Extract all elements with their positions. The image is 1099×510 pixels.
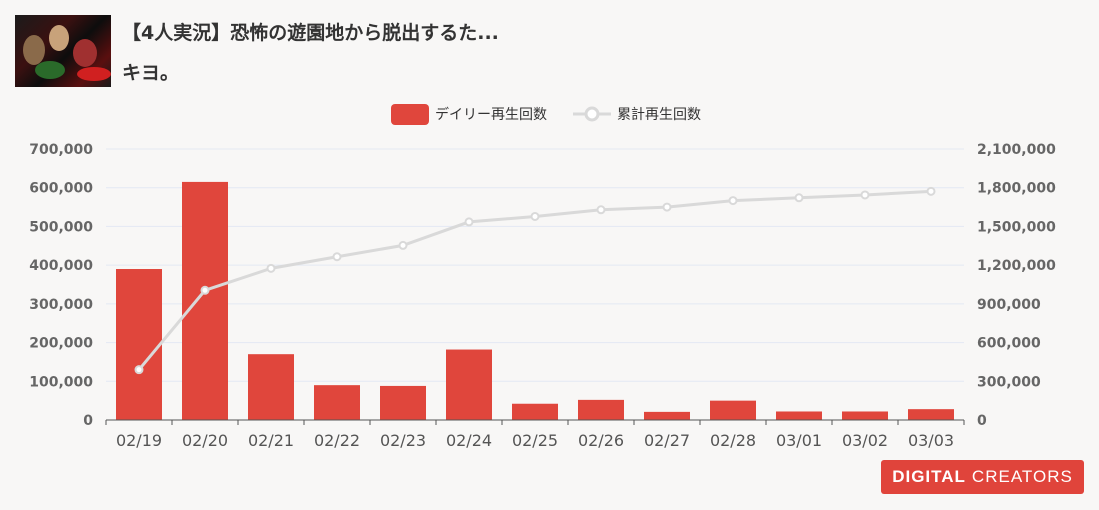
cumulative-point xyxy=(662,202,672,212)
daily-bar xyxy=(842,411,888,420)
y-left-tick-label: 600,000 xyxy=(29,181,93,197)
x-tick-label: 02/25 xyxy=(512,431,558,450)
y-right-tick-label: 1,800,000 xyxy=(977,181,1056,197)
y-right-tick-label: 300,000 xyxy=(977,374,1041,390)
cumulative-point xyxy=(398,240,408,250)
cumulative-point xyxy=(728,196,738,206)
cumulative-point xyxy=(134,365,144,375)
x-tick-label: 02/26 xyxy=(578,431,624,450)
cumulative-point xyxy=(464,217,474,227)
legend-bar-swatch xyxy=(391,104,429,125)
grid-lines xyxy=(106,148,964,382)
views-chart: 02/19 02/20 02/21 02/22 02/23 02/24 02/25 02/26… xyxy=(29,104,1056,450)
y-axis-left: 0 100,000 200,000 300,000 400,000 500,000 600,… xyxy=(29,142,93,429)
x-axis: 02/19 02/20 02/21 02/22 02/23 02/24 02/25 02/26… xyxy=(105,419,965,450)
y-left-tick-label: 200,000 xyxy=(29,336,93,352)
x-tick-label: 02/27 xyxy=(644,431,690,450)
x-tick-label: 03/03 xyxy=(908,431,954,450)
x-tick-label: 02/23 xyxy=(380,431,426,450)
daily-bar xyxy=(116,269,162,420)
legend-line-marker xyxy=(584,106,600,122)
y-right-tick-label: 1,500,000 xyxy=(977,219,1056,235)
x-tick-label: 02/28 xyxy=(710,431,756,450)
y-right-tick-label: 1,200,000 xyxy=(977,258,1056,274)
daily-bar xyxy=(776,411,822,420)
video-title[interactable]: 【4人実況】恐怖の遊園地から脱出するた... xyxy=(122,22,499,44)
brand-light-text: CREATORS xyxy=(971,467,1073,486)
daily-bars xyxy=(116,181,954,420)
x-tick-label: 02/22 xyxy=(314,431,360,450)
digital-creators-logo[interactable]: DIGITAL CREATORS xyxy=(881,460,1084,494)
cumulative-point xyxy=(794,193,804,203)
x-tick-label: 02/20 xyxy=(182,431,228,450)
legend-bar-label: デイリー再生回数 xyxy=(435,106,547,123)
cumulative-point xyxy=(332,252,342,262)
daily-bar xyxy=(182,181,228,420)
x-tick-label: 02/24 xyxy=(446,431,492,450)
daily-bar xyxy=(380,385,426,420)
y-left-tick-label: 700,000 xyxy=(29,142,93,158)
y-right-tick-label: 900,000 xyxy=(977,297,1041,313)
legend-line-label: 累計再生回数 xyxy=(617,107,701,123)
y-left-tick-label: 100,000 xyxy=(29,374,93,390)
x-tick-label: 02/21 xyxy=(248,431,294,450)
y-left-tick-label: 400,000 xyxy=(29,258,93,274)
channel-name[interactable]: キヨ。 xyxy=(122,62,180,84)
y-left-tick-label: 0 xyxy=(83,413,93,429)
legend: デイリー再生回数 累計再生回数 xyxy=(391,104,701,125)
y-right-tick-label: 0 xyxy=(977,413,987,429)
brand-bold-text: DIGITAL xyxy=(892,467,966,486)
cumulative-point xyxy=(200,285,210,295)
video-thumbnail[interactable] xyxy=(15,15,111,87)
daily-bar xyxy=(512,403,558,420)
daily-bar xyxy=(446,349,492,420)
daily-bar xyxy=(644,411,690,420)
y-right-tick-label: 2,100,000 xyxy=(977,142,1056,158)
cumulative-line xyxy=(134,186,936,375)
cumulative-point xyxy=(530,211,540,221)
cumulative-point xyxy=(926,186,936,196)
cumulative-point xyxy=(596,205,606,215)
daily-bar xyxy=(248,354,294,420)
cumulative-point xyxy=(266,263,276,273)
x-tick-label: 02/19 xyxy=(116,431,162,450)
x-tick-label: 03/01 xyxy=(776,431,822,450)
y-right-tick-label: 600,000 xyxy=(977,336,1041,352)
y-left-tick-label: 300,000 xyxy=(29,297,93,313)
daily-bar xyxy=(578,399,624,420)
cumulative-point xyxy=(860,190,870,200)
daily-bar xyxy=(908,409,954,420)
y-left-tick-label: 500,000 xyxy=(29,219,93,235)
x-tick-label: 03/02 xyxy=(842,431,888,450)
daily-bar xyxy=(314,385,360,420)
y-axis-right: 0 300,000 600,000 900,000 1,200,000 1,500,000… xyxy=(977,142,1056,429)
daily-bar xyxy=(710,400,756,420)
